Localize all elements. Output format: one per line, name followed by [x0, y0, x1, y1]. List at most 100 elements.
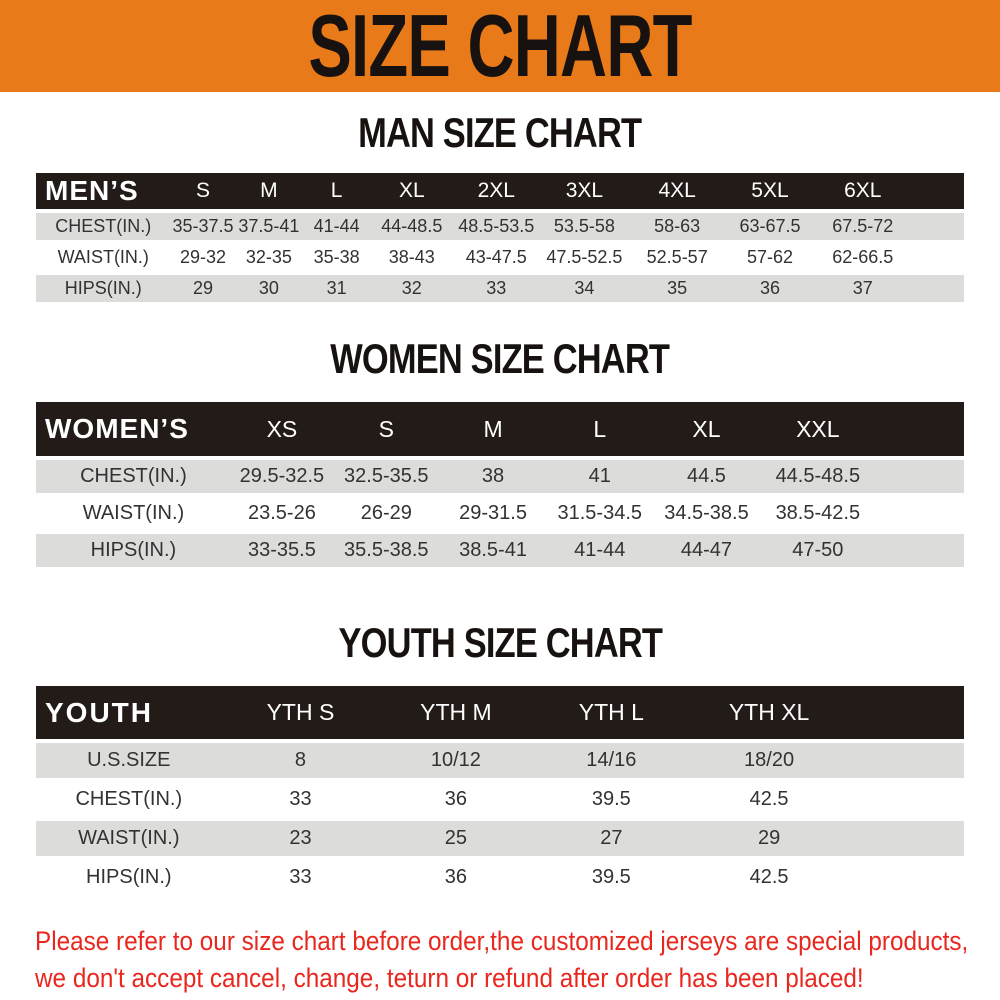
youth-row-1-value-1: 36	[379, 782, 533, 817]
men-row-1-value-1: 32-35	[235, 244, 303, 271]
youth-row-1-value-2: 39.5	[532, 782, 691, 817]
women-row-0-label: CHEST(IN.)	[36, 460, 231, 493]
men-row-0-value-7: 63-67.5	[725, 213, 815, 240]
women-row-0-filler	[875, 460, 964, 493]
youth-table-row: HIPS(IN.) 33 36 39.5 42.5	[36, 860, 964, 895]
youth-header-size-2: YTH M	[379, 686, 533, 739]
men-row-0-filler	[911, 213, 964, 240]
youth-row-3-filler	[847, 860, 964, 895]
men-row-0-value-2: 41-44	[302, 213, 371, 240]
youth-row-0-value-3: 18/20	[690, 743, 848, 778]
women-row-1-value-2: 29-31.5	[439, 497, 547, 530]
men-header-size-6: 3XL	[539, 173, 629, 209]
youth-header-size-4: YTH XL	[690, 686, 848, 739]
men-row-2-value-4: 33	[452, 275, 540, 302]
men-row-1-value-6: 52.5-57	[628, 244, 726, 271]
youth-header-filler	[847, 686, 964, 739]
women-row-2-value-4: 44-47	[653, 534, 760, 567]
women-row-1-filler	[875, 497, 964, 530]
men-row-0-value-3: 44-48.5	[370, 213, 453, 240]
youth-row-0-filler	[847, 743, 964, 778]
youth-row-2-label: WAIST(IN.)	[36, 821, 222, 856]
youth-row-2-value-3: 29	[690, 821, 848, 856]
women-row-2-filler	[875, 534, 964, 567]
youth-row-1-value-0: 33	[221, 782, 380, 817]
youth-section-title: YOUTH SIZE CHART	[338, 619, 662, 666]
youth-row-3-value-0: 33	[221, 860, 380, 895]
women-header-size-5: XL	[653, 402, 760, 456]
youth-row-3-value-3: 42.5	[690, 860, 848, 895]
order-notice-line1: Please refer to our size chart before or…	[35, 926, 969, 956]
youth-header-size-3: YTH L	[532, 686, 691, 739]
women-header-label: WOMEN’S	[36, 402, 231, 456]
men-header-size-5: 2XL	[452, 173, 540, 209]
men-row-1-filler	[911, 244, 964, 271]
men-row-1-value-7: 57-62	[725, 244, 815, 271]
men-size-table: MEN’S S M L XL 2XL 3XL 4XL 5XL 6XL CHEST(IN.) 35-37…	[36, 169, 964, 306]
men-row-0-value-4: 48.5-53.5	[452, 213, 540, 240]
men-row-0-value-6: 58-63	[628, 213, 726, 240]
men-row-2-value-7: 36	[725, 275, 815, 302]
men-row-2-value-6: 35	[628, 275, 726, 302]
youth-row-3-value-2: 39.5	[532, 860, 691, 895]
women-row-2-value-3: 41-44	[546, 534, 654, 567]
men-row-1-value-8: 62-66.5	[814, 244, 912, 271]
men-row-2-label: HIPS(IN.)	[36, 275, 171, 302]
youth-header-size-1: YTH S	[221, 686, 380, 739]
women-row-1-value-3: 31.5-34.5	[546, 497, 654, 530]
men-header-size-7: 4XL	[628, 173, 726, 209]
women-row-2-value-2: 38.5-41	[439, 534, 547, 567]
youth-row-3-value-1: 36	[379, 860, 533, 895]
women-row-2-value-5: 47-50	[759, 534, 876, 567]
men-row-2-filler	[911, 275, 964, 302]
youth-table-row: U.S.SIZE 8 10/12 14/16 18/20	[36, 743, 964, 778]
women-section-title: WOMEN SIZE CHART	[330, 335, 671, 382]
men-table-row: WAIST(IN.) 29-32 32-35 35-38 38-43 43-47.5 47.…	[36, 244, 964, 271]
men-row-2-value-0: 29	[170, 275, 236, 302]
women-row-0-value-4: 44.5	[653, 460, 760, 493]
men-header-size-3: L	[302, 173, 371, 209]
men-row-0-label: CHEST(IN.)	[36, 213, 171, 240]
women-row-1-value-5: 38.5-42.5	[759, 497, 876, 530]
banner: SIZE CHART	[0, 0, 1000, 92]
men-header-filler	[911, 173, 964, 209]
women-row-2-value-0: 33-35.5	[230, 534, 333, 567]
order-notice: Please refer to our size chart before or…	[35, 923, 1000, 997]
men-row-0-value-5: 53.5-58	[539, 213, 629, 240]
women-row-1-value-0: 23.5-26	[230, 497, 333, 530]
youth-row-2-value-0: 23	[221, 821, 380, 856]
order-notice-line2: we don't accept cancel, change, teturn o…	[35, 963, 864, 993]
men-row-0-value-0: 35-37.5	[170, 213, 236, 240]
youth-row-0-label: U.S.SIZE	[36, 743, 222, 778]
men-table-row: CHEST(IN.) 35-37.5 37.5-41 41-44 44-48.5 48.5…	[36, 213, 964, 240]
men-header-size-4: XL	[370, 173, 453, 209]
women-row-2-value-1: 35.5-38.5	[332, 534, 440, 567]
women-table-row: HIPS(IN.) 33-35.5 35.5-38.5 38.5-41 41-44 44-…	[36, 534, 964, 567]
youth-size-table: YOUTH YTH S YTH M YTH L YTH XL U.S.SIZE 8 10/12…	[36, 682, 964, 899]
women-row-1-value-4: 34.5-38.5	[653, 497, 760, 530]
women-row-2-label: HIPS(IN.)	[36, 534, 231, 567]
women-row-0-value-1: 32.5-35.5	[332, 460, 440, 493]
women-table-row: WAIST(IN.) 23.5-26 26-29 29-31.5 31.5-34.5 34…	[36, 497, 964, 530]
women-row-0-value-0: 29.5-32.5	[230, 460, 333, 493]
page-title: SIZE CHART	[308, 0, 692, 95]
women-header-size-3: M	[439, 402, 547, 456]
men-row-1-value-3: 38-43	[370, 244, 453, 271]
men-row-1-value-0: 29-32	[170, 244, 236, 271]
youth-header-label: YOUTH	[36, 686, 222, 739]
women-header-filler	[875, 402, 964, 456]
youth-row-0-value-1: 10/12	[379, 743, 533, 778]
men-row-2-value-1: 30	[235, 275, 303, 302]
men-row-1-value-4: 43-47.5	[452, 244, 540, 271]
women-header-size-2: S	[332, 402, 440, 456]
youth-row-2-value-1: 25	[379, 821, 533, 856]
man-section-title: MAN SIZE CHART	[358, 109, 642, 156]
men-row-2-value-5: 34	[539, 275, 629, 302]
youth-row-0-value-2: 14/16	[532, 743, 691, 778]
men-header-label: MEN’S	[36, 173, 171, 209]
women-header-size-4: L	[546, 402, 654, 456]
women-row-0-value-3: 41	[546, 460, 654, 493]
women-header-size-1: XS	[230, 402, 333, 456]
men-row-2-value-2: 31	[302, 275, 371, 302]
youth-table-row: WAIST(IN.) 23 25 27 29	[36, 821, 964, 856]
